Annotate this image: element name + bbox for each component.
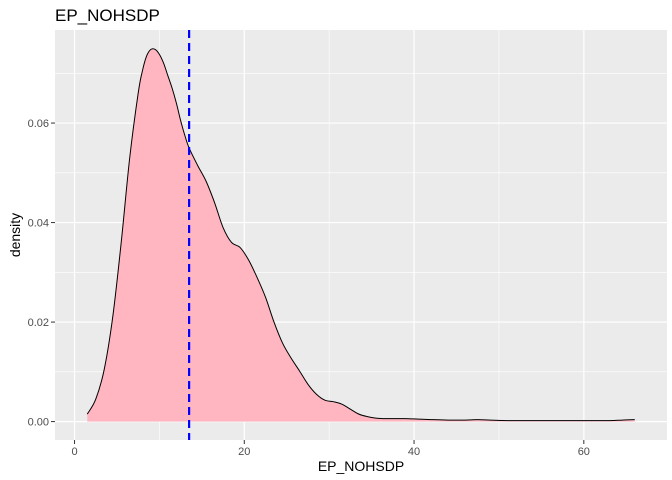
y-tick-label: 0.00 — [28, 417, 49, 429]
x-tick-label: 0 — [71, 446, 77, 458]
y-axis-title: density — [7, 213, 23, 257]
x-tick-label: 20 — [238, 446, 250, 458]
y-axis: 0.00 0.02 0.04 0.06 — [28, 118, 55, 429]
y-tick-label: 0.02 — [28, 317, 49, 329]
y-tick-label: 0.06 — [28, 118, 49, 130]
x-tick-label: 60 — [578, 446, 590, 458]
x-axis: 0 20 40 60 — [71, 440, 590, 458]
chart-title: EP_NOHSDP — [55, 6, 160, 25]
y-tick-label: 0.04 — [28, 218, 49, 230]
x-tick-label: 40 — [408, 446, 420, 458]
density-line — [86, 48, 635, 422]
density-area — [87, 48, 635, 422]
x-axis-title: EP_NOHSDP — [318, 458, 404, 474]
